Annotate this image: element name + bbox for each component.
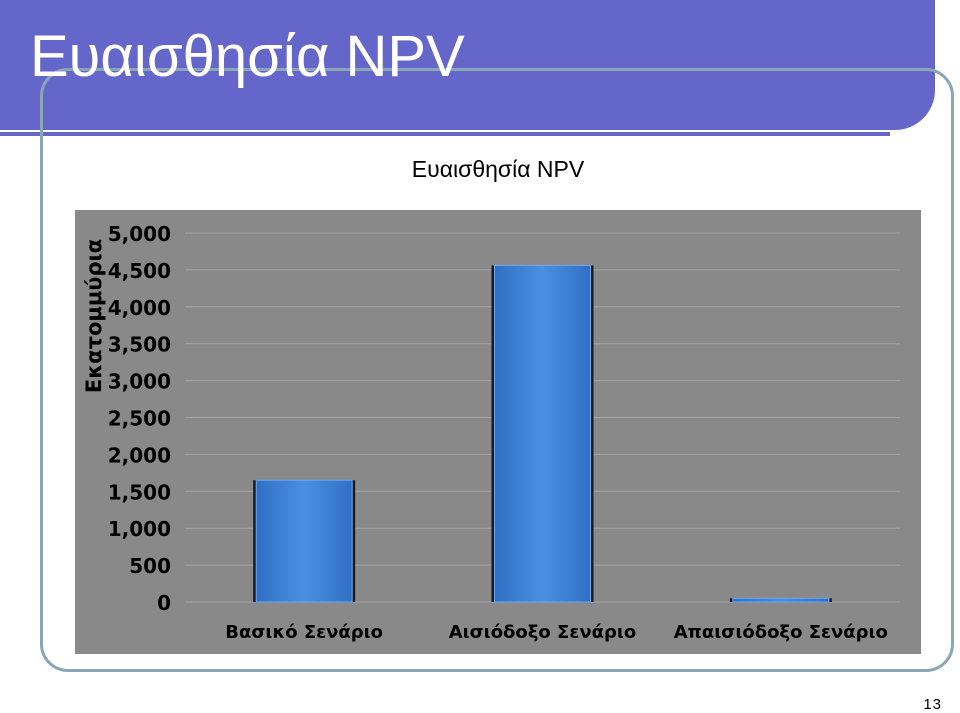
y-tick-label: 3,500 bbox=[108, 333, 171, 357]
y-axis-label: Εκατομμύρια bbox=[82, 239, 106, 393]
y-tick-label: 0 bbox=[157, 591, 171, 615]
page-number: 13 bbox=[923, 696, 942, 713]
y-tick-label: 3,000 bbox=[108, 370, 171, 394]
chart-title: Ευαισθησία NPV bbox=[411, 156, 585, 182]
y-tick-label: 1,500 bbox=[108, 480, 171, 504]
slide-header-rule bbox=[0, 132, 890, 136]
chart-area: 0 500 1,000 1,500 2,000 2,500 3,000 3,500 4,000 4… bbox=[75, 210, 921, 654]
slide-header-band bbox=[0, 0, 935, 130]
y-tick-label: 4,000 bbox=[108, 296, 171, 320]
slide-title: Ευαισθησία NPV bbox=[30, 24, 465, 89]
slide-frame bbox=[40, 68, 954, 672]
y-tick-label: 2,500 bbox=[108, 407, 171, 431]
bar bbox=[732, 597, 830, 603]
y-tick-label: 500 bbox=[129, 554, 171, 578]
y-tick-label: 4,500 bbox=[108, 259, 171, 283]
y-tick-label: 1,000 bbox=[108, 517, 171, 541]
bar bbox=[255, 479, 353, 603]
x-category-label: Βασικό Σενάριο bbox=[225, 622, 383, 643]
y-tick-label: 5,000 bbox=[108, 222, 171, 246]
bar bbox=[494, 264, 591, 603]
y-tick-label: 2,000 bbox=[108, 443, 171, 467]
bar-chart: 0 500 1,000 1,500 2,000 2,500 3,000 3,500 4,000 4… bbox=[82, 222, 900, 643]
x-category-label: Απαισιόδοξο Σενάριο bbox=[674, 622, 888, 643]
x-category-label: Αισιόδοξο Σενάριο bbox=[449, 622, 637, 643]
